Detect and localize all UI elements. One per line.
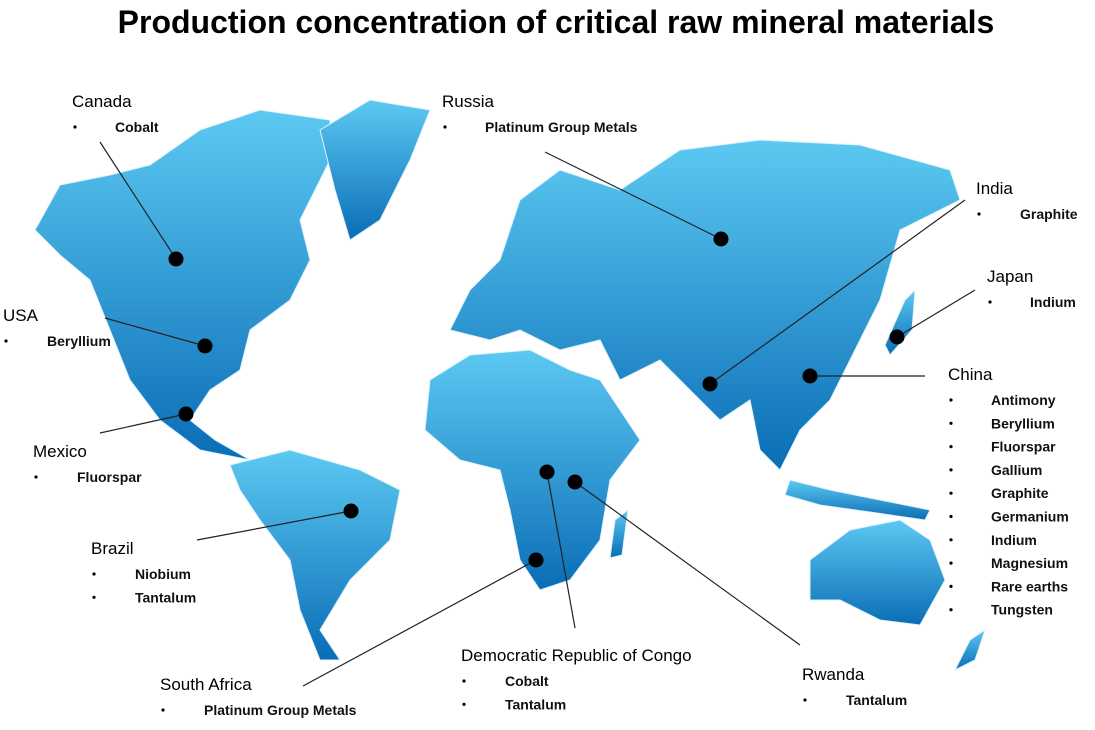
connector — [544, 151, 722, 240]
bullet — [161, 708, 165, 712]
mineral: Gallium — [991, 462, 1042, 478]
connector — [302, 559, 537, 687]
bullet — [443, 125, 447, 129]
location-dot — [539, 464, 555, 480]
bullet — [949, 538, 953, 542]
country-name: USA — [3, 306, 39, 325]
country-name: Brazil — [91, 539, 134, 558]
bullet — [949, 608, 953, 612]
bullet — [4, 339, 8, 343]
mineral: Platinum Group Metals — [485, 119, 638, 135]
connector — [196, 510, 352, 541]
bullet — [949, 398, 953, 402]
country-name: Japan — [987, 267, 1033, 286]
location-dot — [168, 251, 184, 267]
greenland — [319, 99, 431, 241]
africa — [424, 349, 641, 591]
mineral: Niobium — [135, 566, 191, 582]
north-america — [34, 109, 331, 461]
location-dot — [197, 338, 213, 354]
mineral: Indium — [991, 532, 1037, 548]
country-name: South Africa — [160, 675, 252, 694]
location-dot — [567, 474, 583, 490]
connector — [574, 481, 801, 646]
mineral: Tantalum — [505, 696, 566, 712]
new-zealand — [953, 628, 986, 672]
mineral: Beryllium — [991, 415, 1055, 431]
mineral: Fluorspar — [77, 469, 142, 485]
bullet — [462, 679, 466, 683]
mineral: Graphite — [991, 485, 1049, 501]
title: Production concentration of critical raw… — [118, 4, 995, 40]
location-dot — [713, 231, 729, 247]
mineral: Tantalum — [135, 589, 196, 605]
mineral: Tantalum — [846, 692, 907, 708]
bullet — [949, 561, 953, 565]
bullet — [949, 468, 953, 472]
country-name: Canada — [72, 92, 132, 111]
mineral: Cobalt — [115, 119, 159, 135]
connector — [546, 471, 576, 629]
bullet — [949, 491, 953, 495]
bullet — [949, 584, 953, 589]
bullet — [988, 300, 992, 304]
country-name: India — [976, 179, 1013, 198]
madagascar — [609, 508, 629, 559]
bullet — [949, 514, 953, 519]
location-dot — [889, 329, 905, 345]
bullet — [462, 702, 466, 706]
bullet — [92, 572, 96, 576]
connector — [896, 289, 976, 338]
mineral: Graphite — [1020, 206, 1078, 222]
location-dot — [702, 376, 718, 392]
mineral: Germanium — [991, 509, 1069, 525]
australia — [809, 519, 946, 626]
country-name: Rwanda — [802, 665, 865, 684]
location-dot — [802, 368, 818, 384]
location-dot — [178, 406, 194, 422]
south-america — [229, 449, 401, 661]
bullet — [949, 445, 953, 449]
mineral: Fluorspar — [991, 439, 1056, 455]
mineral: Magnesium — [991, 555, 1068, 571]
mineral: Antimony — [991, 392, 1056, 408]
japan — [884, 288, 916, 356]
bullet — [949, 421, 953, 425]
mineral: Rare earths — [991, 578, 1068, 594]
country-name: Democratic Republic of Congo — [461, 646, 692, 665]
bullet — [73, 125, 77, 129]
mineral: Platinum Group Metals — [204, 702, 357, 718]
country-name: China — [948, 365, 993, 384]
indonesia — [784, 479, 931, 521]
connector — [99, 413, 187, 434]
connector — [104, 317, 206, 347]
country-name: Russia — [442, 92, 495, 111]
mineral: Beryllium — [47, 333, 111, 349]
eurasia — [449, 139, 961, 471]
location-dot — [528, 552, 544, 568]
connector — [99, 141, 177, 260]
bullet — [34, 475, 38, 479]
world-map — [34, 99, 986, 672]
country-name: Mexico — [33, 442, 87, 461]
mineral: Tungsten — [991, 602, 1053, 618]
bullet — [92, 595, 96, 599]
location-dot — [343, 503, 359, 519]
mineral: Cobalt — [505, 673, 549, 689]
bullet — [803, 698, 807, 702]
connector — [709, 199, 966, 385]
mineral: Indium — [1030, 294, 1076, 310]
bullet — [977, 212, 981, 216]
